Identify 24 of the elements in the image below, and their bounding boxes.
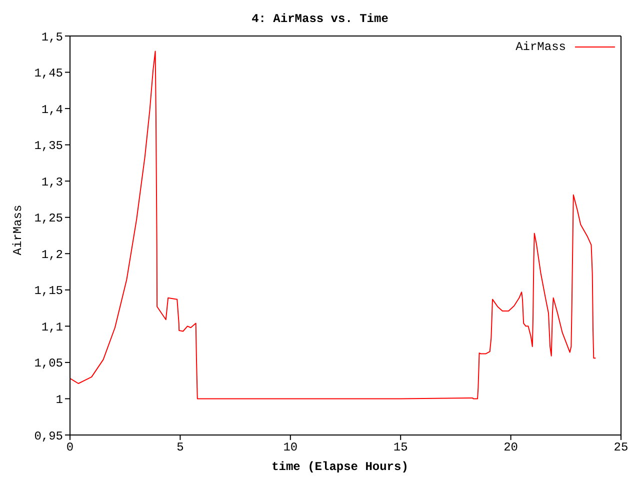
y-tick-label: 1,2 — [41, 248, 63, 262]
x-axis-title: time (Elapse Hours) — [270, 460, 410, 474]
y-tick-label: 1,15 — [34, 284, 63, 298]
y-axis-title: AirMass — [11, 204, 26, 256]
legend: AirMass — [516, 40, 616, 54]
x-tick-label: 0 — [66, 440, 74, 455]
y-tick-label: 1,05 — [34, 356, 63, 371]
y-tick-label: 1,35 — [34, 139, 63, 154]
y-tick-label: 1,25 — [34, 212, 63, 226]
x-tick-label: 5 — [176, 440, 184, 455]
legend-label: AirMass — [516, 40, 566, 54]
x-tick-label: 15 — [393, 440, 408, 455]
y-tick-label: 1,4 — [41, 102, 63, 117]
y-tick-label: 1 — [56, 392, 63, 407]
y-tick-label: 1,45 — [34, 66, 63, 81]
line-series — [70, 50, 596, 400]
y-tick-label: 1,1 — [41, 320, 63, 334]
x-tick-label: 10 — [283, 440, 298, 455]
x-tick-label: 20 — [504, 440, 518, 455]
x-tick-label: 25 — [614, 440, 628, 455]
y-tick-label: 1,5 — [41, 30, 63, 44]
chart-title: 4: AirMass vs. Time — [250, 11, 390, 28]
y-tick-label: 1,3 — [41, 175, 63, 190]
y-tick-label: 0,95 — [34, 429, 63, 444]
